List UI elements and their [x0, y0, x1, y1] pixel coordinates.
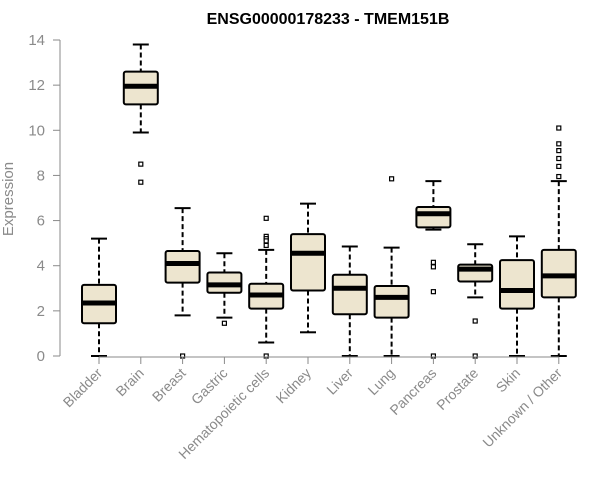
outlier-point — [430, 264, 436, 270]
box-unknown-other — [540, 125, 577, 357]
box-brain — [122, 43, 159, 185]
box-iqr — [499, 259, 535, 310]
x-tick-label: Breast — [149, 365, 189, 405]
y-tick-label: 4 — [37, 258, 45, 275]
outlier-point — [430, 289, 436, 295]
y-tick-label: 6 — [37, 213, 45, 230]
box-iqr — [164, 250, 201, 284]
x-tick-label: Unknown / Other — [479, 365, 565, 451]
y-tick-label: 10 — [28, 122, 45, 139]
x-tick-label: Kidney — [273, 365, 315, 407]
boxes-group — [81, 43, 577, 359]
outlier-point — [556, 163, 562, 169]
outlier-point — [430, 259, 436, 265]
y-axis: 0 2 4 6 8 10 12 14 — [28, 32, 61, 365]
outlier-point — [221, 320, 227, 326]
y-tick-label: 14 — [28, 32, 45, 49]
x-tick-label: Liver — [323, 365, 356, 398]
outlier-point — [556, 155, 562, 162]
x-tick-label: Skin — [493, 365, 524, 396]
box-gastric — [206, 252, 243, 326]
box-breast — [164, 207, 201, 359]
x-tick-label: Lung — [364, 365, 397, 398]
y-tick-label: 8 — [37, 167, 45, 184]
box-iqr — [331, 273, 368, 316]
y-tick-label: 2 — [37, 303, 45, 320]
outlier-point — [556, 141, 562, 147]
outlier-point — [556, 125, 562, 131]
box-lung — [373, 176, 410, 357]
outlier-point — [138, 161, 144, 167]
x-tick-label: Bladder — [60, 365, 106, 411]
outlier-point — [472, 318, 478, 324]
box-iqr — [415, 206, 452, 229]
box-skin — [499, 235, 535, 357]
box-bladder — [81, 237, 117, 357]
outlier-point — [138, 179, 144, 185]
y-axis-label: Expression — [0, 162, 17, 236]
box-prostate — [457, 243, 494, 359]
y-tick-label: 12 — [28, 77, 45, 94]
outlier-point — [263, 238, 269, 244]
outlier-point — [263, 215, 269, 221]
box-iqr — [290, 233, 326, 292]
box-kidney — [290, 202, 326, 334]
outlier-point — [556, 148, 562, 154]
chart-title: ENSG00000178233 - TMEM151B — [207, 11, 450, 28]
y-tick-label: 0 — [37, 348, 45, 365]
box-pancreas — [415, 180, 452, 359]
box-liver — [331, 245, 368, 357]
x-tick-label: Brain — [112, 365, 146, 399]
box-iqr — [373, 285, 410, 319]
x-tick-label: Prostate — [433, 365, 481, 413]
outlier-point — [263, 242, 269, 248]
box-hematopoietic-cells — [248, 215, 285, 359]
outlier-point — [389, 176, 395, 182]
outlier-point — [556, 173, 562, 180]
